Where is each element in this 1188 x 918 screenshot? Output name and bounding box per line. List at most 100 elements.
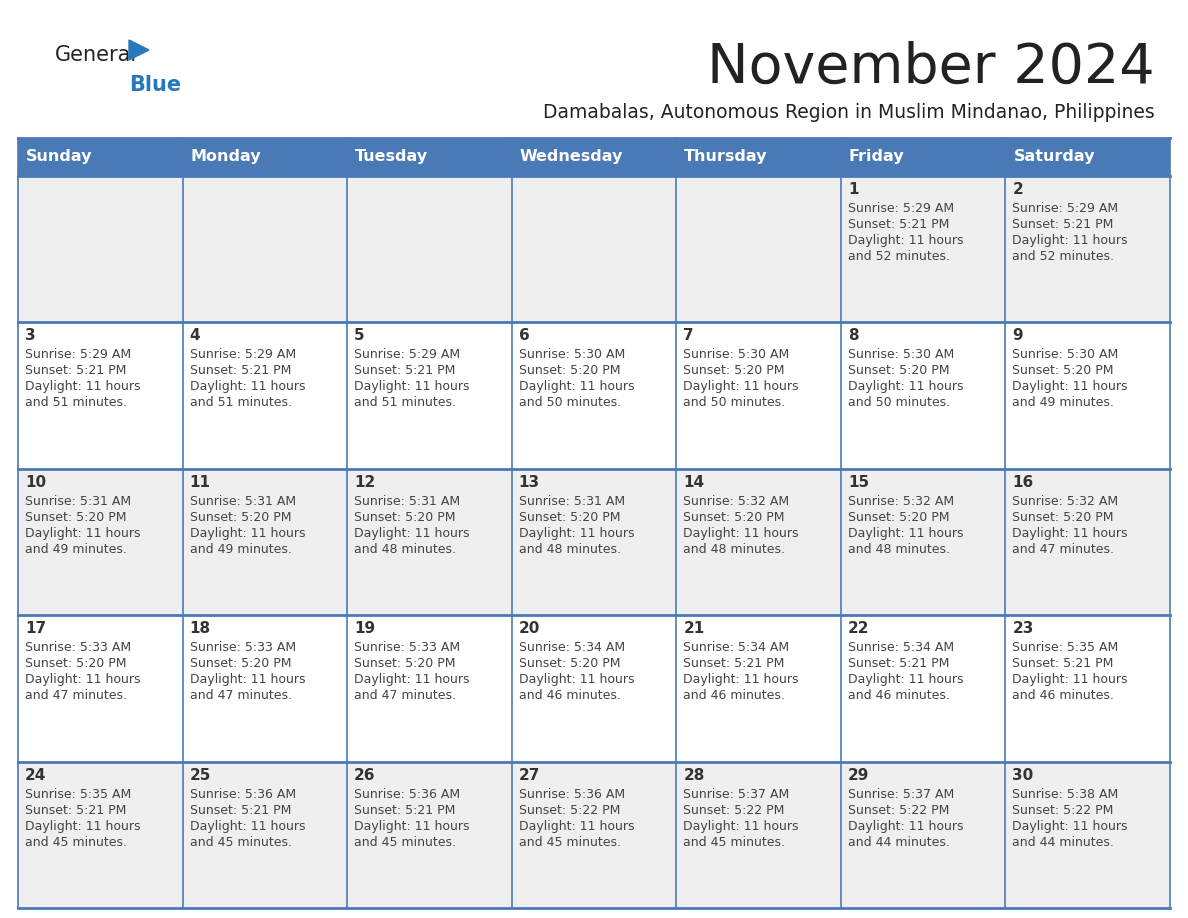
Text: and 51 minutes.: and 51 minutes. [354,397,456,409]
Text: and 45 minutes.: and 45 minutes. [519,835,620,848]
Text: Sunrise: 5:38 AM: Sunrise: 5:38 AM [1012,788,1119,800]
Text: Daylight: 11 hours: Daylight: 11 hours [519,820,634,833]
Text: 5: 5 [354,329,365,343]
Text: and 48 minutes.: and 48 minutes. [354,543,456,555]
Text: Sunday: Sunday [26,150,93,164]
Text: Sunset: 5:20 PM: Sunset: 5:20 PM [354,510,456,524]
Text: Sunrise: 5:33 AM: Sunrise: 5:33 AM [25,641,131,655]
Text: and 49 minutes.: and 49 minutes. [190,543,291,555]
Text: Sunrise: 5:35 AM: Sunrise: 5:35 AM [1012,641,1119,655]
Text: Sunrise: 5:33 AM: Sunrise: 5:33 AM [354,641,460,655]
Text: Sunrise: 5:30 AM: Sunrise: 5:30 AM [683,349,790,362]
Text: Daylight: 11 hours: Daylight: 11 hours [354,527,469,540]
FancyBboxPatch shape [183,138,347,176]
Text: Daylight: 11 hours: Daylight: 11 hours [848,234,963,247]
Text: and 45 minutes.: and 45 minutes. [25,835,127,848]
Text: Wednesday: Wednesday [519,150,623,164]
Text: 9: 9 [1012,329,1023,343]
Text: and 44 minutes.: and 44 minutes. [848,835,949,848]
Text: and 45 minutes.: and 45 minutes. [683,835,785,848]
FancyBboxPatch shape [841,138,1005,176]
Text: 28: 28 [683,767,704,783]
Text: and 50 minutes.: and 50 minutes. [519,397,621,409]
Text: and 47 minutes.: and 47 minutes. [190,689,291,702]
FancyBboxPatch shape [512,138,676,176]
Text: Daylight: 11 hours: Daylight: 11 hours [25,820,140,833]
Text: 27: 27 [519,767,541,783]
Text: Daylight: 11 hours: Daylight: 11 hours [190,673,305,686]
Text: 2: 2 [1012,182,1023,197]
Text: 4: 4 [190,329,201,343]
Text: and 44 minutes.: and 44 minutes. [1012,835,1114,848]
Text: and 51 minutes.: and 51 minutes. [190,397,291,409]
Text: and 49 minutes.: and 49 minutes. [1012,397,1114,409]
Text: and 52 minutes.: and 52 minutes. [1012,250,1114,263]
Text: and 48 minutes.: and 48 minutes. [848,543,950,555]
Text: Sunset: 5:21 PM: Sunset: 5:21 PM [848,657,949,670]
Text: and 46 minutes.: and 46 minutes. [848,689,949,702]
Text: Daylight: 11 hours: Daylight: 11 hours [519,380,634,394]
Text: and 51 minutes.: and 51 minutes. [25,397,127,409]
Text: Sunrise: 5:37 AM: Sunrise: 5:37 AM [683,788,790,800]
Text: Sunset: 5:21 PM: Sunset: 5:21 PM [354,364,455,377]
Text: and 47 minutes.: and 47 minutes. [25,689,127,702]
Text: 6: 6 [519,329,530,343]
Text: Sunrise: 5:37 AM: Sunrise: 5:37 AM [848,788,954,800]
Text: Sunrise: 5:32 AM: Sunrise: 5:32 AM [848,495,954,508]
Text: Sunrise: 5:30 AM: Sunrise: 5:30 AM [519,349,625,362]
Text: 23: 23 [1012,621,1034,636]
Text: Daylight: 11 hours: Daylight: 11 hours [848,380,963,394]
Text: 22: 22 [848,621,870,636]
FancyBboxPatch shape [18,615,1170,762]
Text: Daylight: 11 hours: Daylight: 11 hours [25,380,140,394]
Text: Daylight: 11 hours: Daylight: 11 hours [683,527,798,540]
Text: 14: 14 [683,475,704,490]
Text: Tuesday: Tuesday [355,150,428,164]
FancyBboxPatch shape [18,138,183,176]
Text: Sunset: 5:20 PM: Sunset: 5:20 PM [848,510,949,524]
Text: 25: 25 [190,767,211,783]
Text: 18: 18 [190,621,210,636]
Text: Sunrise: 5:31 AM: Sunrise: 5:31 AM [25,495,131,508]
Text: Daylight: 11 hours: Daylight: 11 hours [190,527,305,540]
Text: General: General [55,45,138,65]
Text: 20: 20 [519,621,541,636]
Text: Daylight: 11 hours: Daylight: 11 hours [1012,234,1127,247]
Text: Sunset: 5:20 PM: Sunset: 5:20 PM [190,657,291,670]
Text: Friday: Friday [849,150,904,164]
Text: Sunset: 5:21 PM: Sunset: 5:21 PM [1012,218,1114,231]
Text: Daylight: 11 hours: Daylight: 11 hours [848,820,963,833]
Text: Thursday: Thursday [684,150,767,164]
Text: and 47 minutes.: and 47 minutes. [1012,543,1114,555]
Text: Sunrise: 5:29 AM: Sunrise: 5:29 AM [848,202,954,215]
Text: Sunset: 5:20 PM: Sunset: 5:20 PM [25,510,126,524]
Text: 3: 3 [25,329,36,343]
Text: Sunset: 5:21 PM: Sunset: 5:21 PM [25,803,126,817]
Text: Sunset: 5:20 PM: Sunset: 5:20 PM [354,657,456,670]
Text: Daylight: 11 hours: Daylight: 11 hours [190,380,305,394]
Text: 16: 16 [1012,475,1034,490]
Text: Monday: Monday [190,150,261,164]
Text: Sunset: 5:20 PM: Sunset: 5:20 PM [25,657,126,670]
Text: Sunset: 5:20 PM: Sunset: 5:20 PM [519,510,620,524]
Text: Sunrise: 5:35 AM: Sunrise: 5:35 AM [25,788,131,800]
Text: Sunrise: 5:31 AM: Sunrise: 5:31 AM [519,495,625,508]
Text: Sunset: 5:21 PM: Sunset: 5:21 PM [683,657,784,670]
Text: Daylight: 11 hours: Daylight: 11 hours [1012,820,1127,833]
Text: Sunrise: 5:31 AM: Sunrise: 5:31 AM [190,495,296,508]
Text: Sunrise: 5:30 AM: Sunrise: 5:30 AM [848,349,954,362]
Text: Sunset: 5:22 PM: Sunset: 5:22 PM [683,803,784,817]
Polygon shape [129,40,148,60]
Text: Daylight: 11 hours: Daylight: 11 hours [190,820,305,833]
FancyBboxPatch shape [18,322,1170,469]
Text: Sunset: 5:20 PM: Sunset: 5:20 PM [1012,510,1114,524]
Text: Sunset: 5:22 PM: Sunset: 5:22 PM [848,803,949,817]
Text: Sunset: 5:21 PM: Sunset: 5:21 PM [190,364,291,377]
Text: 19: 19 [354,621,375,636]
Text: Daylight: 11 hours: Daylight: 11 hours [354,380,469,394]
Text: and 48 minutes.: and 48 minutes. [519,543,620,555]
Text: Daylight: 11 hours: Daylight: 11 hours [519,527,634,540]
Text: and 52 minutes.: and 52 minutes. [848,250,950,263]
Text: and 50 minutes.: and 50 minutes. [848,397,950,409]
Text: Daylight: 11 hours: Daylight: 11 hours [25,673,140,686]
